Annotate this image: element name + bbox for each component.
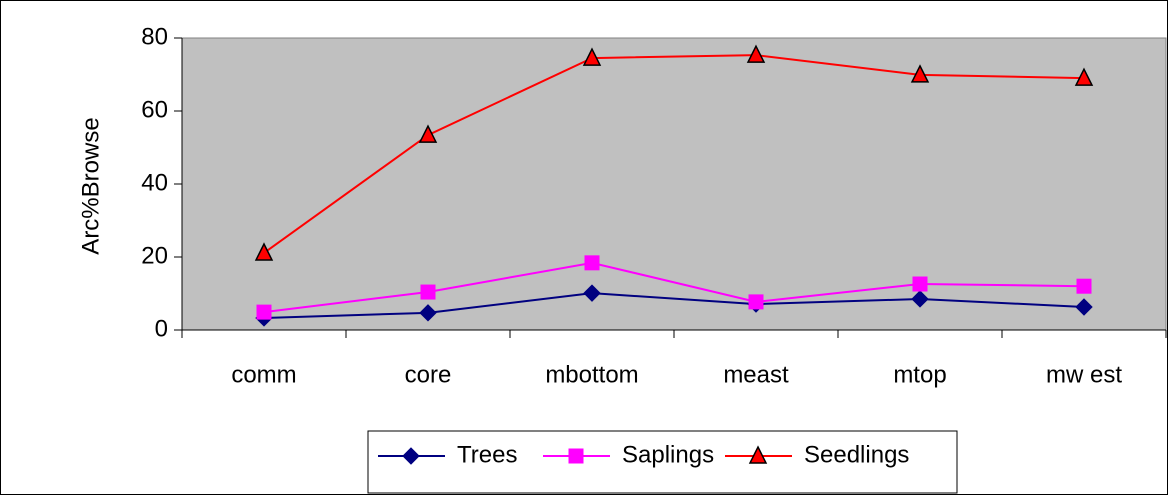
data-point	[911, 290, 929, 308]
data-point	[1076, 278, 1092, 294]
legend-marker	[748, 445, 768, 464]
x-tick-label: core	[405, 361, 452, 388]
legend-box	[367, 430, 958, 494]
y-tick-label: 40	[141, 169, 168, 196]
data-point	[420, 284, 436, 300]
data-point	[418, 124, 438, 143]
x-tick-label: mw est	[1046, 361, 1122, 388]
data-point	[584, 255, 600, 271]
x-tick-label: mtop	[893, 361, 946, 388]
series-line	[263, 261, 1085, 314]
series-line	[263, 54, 1085, 254]
y-tick-label: 20	[141, 242, 168, 269]
data-point	[748, 294, 764, 310]
x-tick-label: comm	[231, 361, 296, 388]
legend-label: Trees	[457, 441, 517, 468]
plot-area	[181, 37, 1167, 331]
y-tick-label: 0	[155, 315, 168, 342]
data-point	[583, 284, 601, 302]
data-point	[912, 276, 928, 292]
legend-label: Seedlings	[804, 441, 909, 468]
x-tick-label: meast	[723, 361, 789, 388]
series-line	[263, 292, 1085, 319]
data-point	[254, 242, 274, 261]
y-axis-label: Arc%Browse	[77, 117, 104, 254]
y-tick-label: 80	[141, 23, 168, 50]
data-point	[1075, 298, 1093, 316]
x-tick-label: mbottom	[545, 361, 638, 388]
data-point	[582, 47, 602, 66]
data-point	[256, 304, 272, 320]
data-point	[1074, 67, 1094, 86]
data-point	[419, 304, 437, 322]
legend-label: Saplings	[622, 441, 714, 468]
data-point	[746, 44, 766, 63]
y-tick-label: 60	[141, 96, 168, 123]
legend-marker	[568, 448, 584, 464]
data-point	[910, 64, 930, 83]
legend-marker	[402, 447, 420, 465]
